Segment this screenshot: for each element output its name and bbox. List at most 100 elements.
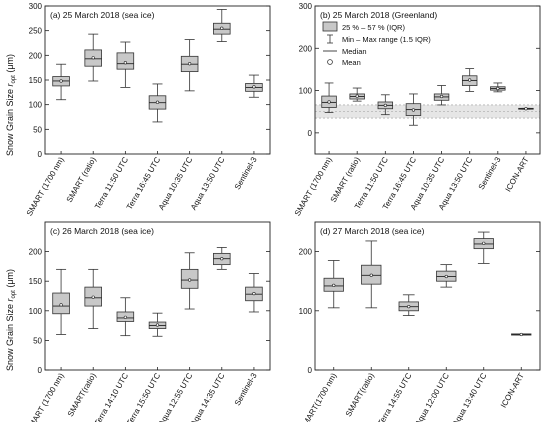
mean-marker: [407, 305, 411, 309]
box-2: [361, 240, 382, 309]
ylabel-unit: (μm): [5, 54, 15, 75]
x-tick-label: ICON-ART: [499, 371, 526, 409]
x-tick-label: SMART (ratio): [65, 155, 98, 204]
mean-marker: [220, 257, 224, 261]
ylabel-main: Snow Grain Size: [5, 87, 15, 157]
panel-title: (d) 27 March 2018 (sea ice): [320, 226, 425, 236]
y-tick-label: 300: [299, 2, 313, 11]
box-5: [433, 85, 450, 106]
box-4: [405, 93, 422, 126]
box-1: [321, 82, 337, 113]
box-7: [490, 82, 506, 93]
panel-title: (b) 25 March 2018 (Greenland): [320, 10, 437, 20]
mean-marker: [496, 86, 500, 91]
panel-title: (a) 25 March 2018 (sea ice): [50, 10, 155, 20]
x-tick-label: Terra 14:10 UTC: [93, 371, 130, 422]
mean-marker: [444, 274, 448, 279]
x-tick-label: Terra 11:50 UTC: [93, 155, 130, 210]
y-tick-label: 200: [299, 248, 313, 257]
y-tick-label: 100: [29, 101, 43, 110]
mean-marker: [252, 292, 256, 296]
y-tick-label: 250: [29, 27, 43, 36]
box-4: [148, 83, 167, 123]
box-3: [377, 94, 394, 116]
x-tick-label: Terra 15:50 UTC: [125, 371, 162, 422]
x-tick-label: Terra 14:55 UTC: [376, 371, 413, 422]
y-tick-label: 0: [38, 366, 43, 375]
box-3: [398, 294, 419, 316]
x-tick-label: SMART(ratio): [344, 371, 376, 418]
mean-marker: [59, 303, 63, 307]
x-tick-label: Sentinel-3: [233, 155, 259, 191]
legend-box-label: 25 % – 57 % (IQR): [342, 23, 405, 32]
legend-whisker-label: Min – Max range (1.5 IQR): [342, 35, 431, 44]
x-tick-label: Terra 16:45 UTC: [125, 155, 162, 211]
box-6: [461, 68, 478, 92]
panel-title: (c) 26 March 2018 (sea ice): [50, 226, 154, 236]
y-tick-label: 50: [33, 336, 42, 345]
x-tick-label: Aqua 12:00 UTC: [413, 371, 451, 422]
x-tick-label: Aqua 14:35 UTC: [189, 371, 227, 422]
ylabel-unit: (μm): [5, 269, 15, 290]
y-tick-label: 0: [308, 366, 313, 375]
y-axis-label-top: Snow Grain Size ropt (μm): [5, 54, 17, 156]
mean-marker: [439, 94, 444, 99]
box-1: [52, 63, 70, 101]
y-tick-label: 150: [29, 277, 43, 286]
x-tick-label: Aqua 13:40 UTC: [451, 371, 489, 422]
mean-marker: [468, 78, 472, 82]
mean-marker: [188, 278, 192, 282]
mean-marker: [123, 315, 127, 319]
x-tick-label: Aqua 13:50 UTC: [189, 155, 227, 211]
y-tick-label: 100: [299, 87, 313, 96]
y-tick-label: 200: [299, 44, 313, 53]
x-tick-label: Aqua 10:35 UTC: [157, 155, 195, 211]
box-5: [180, 39, 199, 92]
legend-box-swatch: [322, 21, 338, 32]
y-tick-label: 150: [29, 76, 43, 85]
y-tick-label: 300: [29, 2, 43, 11]
y-tick-label: 0: [38, 150, 43, 159]
mean-marker: [369, 273, 373, 277]
x-tick-label: Aqua 12:55 UTC: [157, 371, 195, 422]
box-6: [511, 332, 532, 337]
y-tick-label: 200: [29, 51, 43, 60]
legend-median-label: Median: [342, 47, 367, 56]
mean-marker: [220, 26, 224, 30]
box-5: [473, 231, 494, 264]
box-1: [323, 260, 344, 309]
mean-marker: [91, 56, 95, 60]
mean-marker: [519, 332, 523, 337]
box-6: [213, 9, 231, 42]
svg-text:Snow Grain Size ropt (μm): Snow Grain Size ropt (μm): [5, 54, 17, 156]
x-tick-label: SMART (1700 nm): [293, 155, 334, 217]
y-tick-label: 50: [33, 125, 42, 134]
mean-marker: [332, 283, 336, 287]
y-tick-label: 200: [29, 248, 43, 257]
x-tick-label: SMART (1700 nm): [25, 155, 66, 217]
y-tick-label: 0: [308, 129, 313, 138]
ylabel-sub: opt: [11, 290, 17, 299]
box-4: [148, 312, 167, 337]
y-tick-label: 100: [29, 307, 43, 316]
panel-d: (d) 27 March 2018 (sea ice) 0 100 200 SMART(…: [299, 221, 541, 422]
mean-marker: [524, 107, 528, 111]
box-8: [518, 107, 534, 111]
y-axis-label-bottom: Snow Grain Size ropt (μm): [5, 269, 17, 371]
legend-mean-swatch: [327, 59, 333, 65]
panel-a: (a) 25 March 2018 (sea ice) 0 50 100 150 200 2…: [25, 2, 271, 218]
box-5: [180, 252, 199, 310]
mean-marker: [252, 85, 256, 89]
mean-marker: [155, 100, 160, 104]
box-2: [349, 87, 365, 102]
mean-marker: [482, 241, 486, 245]
ylabel-sub: opt: [11, 75, 17, 84]
ylabel-r: r: [5, 83, 15, 87]
box-7: [245, 273, 263, 313]
mean-marker: [123, 61, 127, 65]
box-3: [116, 41, 135, 88]
legend-whisker-swatch: [327, 34, 333, 44]
mean-marker: [59, 79, 63, 83]
x-tick-label: SMART (ratio): [329, 155, 362, 204]
